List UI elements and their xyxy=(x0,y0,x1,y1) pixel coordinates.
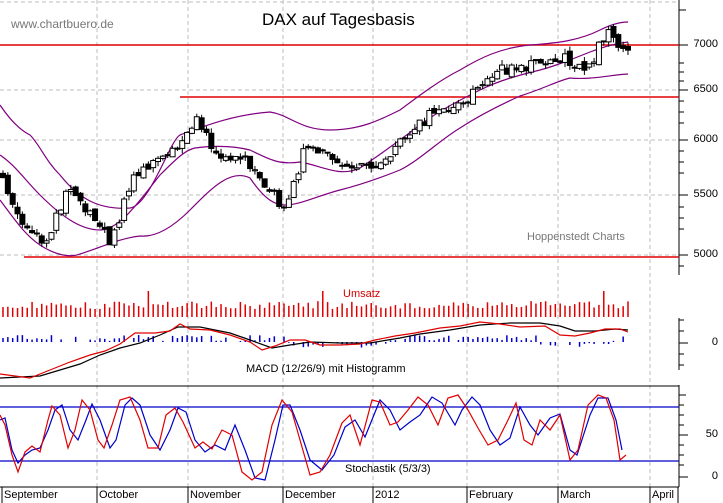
price-tick-5500: 5500 xyxy=(693,188,718,200)
month-2012: 2012 xyxy=(375,489,400,501)
macd-signal-line xyxy=(0,322,629,379)
price-tick-6000: 6000 xyxy=(693,133,718,145)
month-november: November xyxy=(190,489,241,501)
macd-tick-0: 0 xyxy=(711,336,718,348)
chart-title: DAX auf Tagesbasis xyxy=(262,10,415,29)
price-tick-5000: 5000 xyxy=(693,248,718,260)
month-february: February xyxy=(469,489,514,501)
volume-label: Umsatz xyxy=(343,288,381,300)
stoch-k-line xyxy=(0,394,627,481)
website-label: www.chartbuero.de xyxy=(11,17,114,31)
stoch-d-line xyxy=(0,396,623,481)
bollinger-bands xyxy=(0,21,629,257)
support-resistance-lines xyxy=(0,44,679,258)
macd-label: MACD (12/26/9) mit Histogramm xyxy=(246,363,406,375)
stoch-tick-50: 50 xyxy=(705,428,718,440)
stochastic-panel xyxy=(0,385,679,481)
stochastic-label: Stochastik (5/3/3) xyxy=(345,463,431,475)
credit-label: Hoppenstedt Charts xyxy=(527,231,625,243)
right-axis xyxy=(678,0,688,487)
macd-histogram xyxy=(2,335,624,348)
month-march: March xyxy=(560,489,591,501)
price-candles xyxy=(0,24,631,248)
stoch-tick-0: 0 xyxy=(711,470,718,482)
macd-panel xyxy=(0,321,629,379)
bottom-axis xyxy=(0,486,679,503)
month-april: April xyxy=(652,489,675,501)
volume-bars xyxy=(2,291,629,317)
month-december: December xyxy=(285,489,336,501)
grid-lines xyxy=(0,0,678,487)
macd-line xyxy=(0,321,629,379)
price-tick-7000: 7000 xyxy=(693,38,718,50)
price-tick-6500: 6500 xyxy=(693,83,718,95)
month-october: October xyxy=(99,489,139,501)
month-september: September xyxy=(4,489,58,501)
